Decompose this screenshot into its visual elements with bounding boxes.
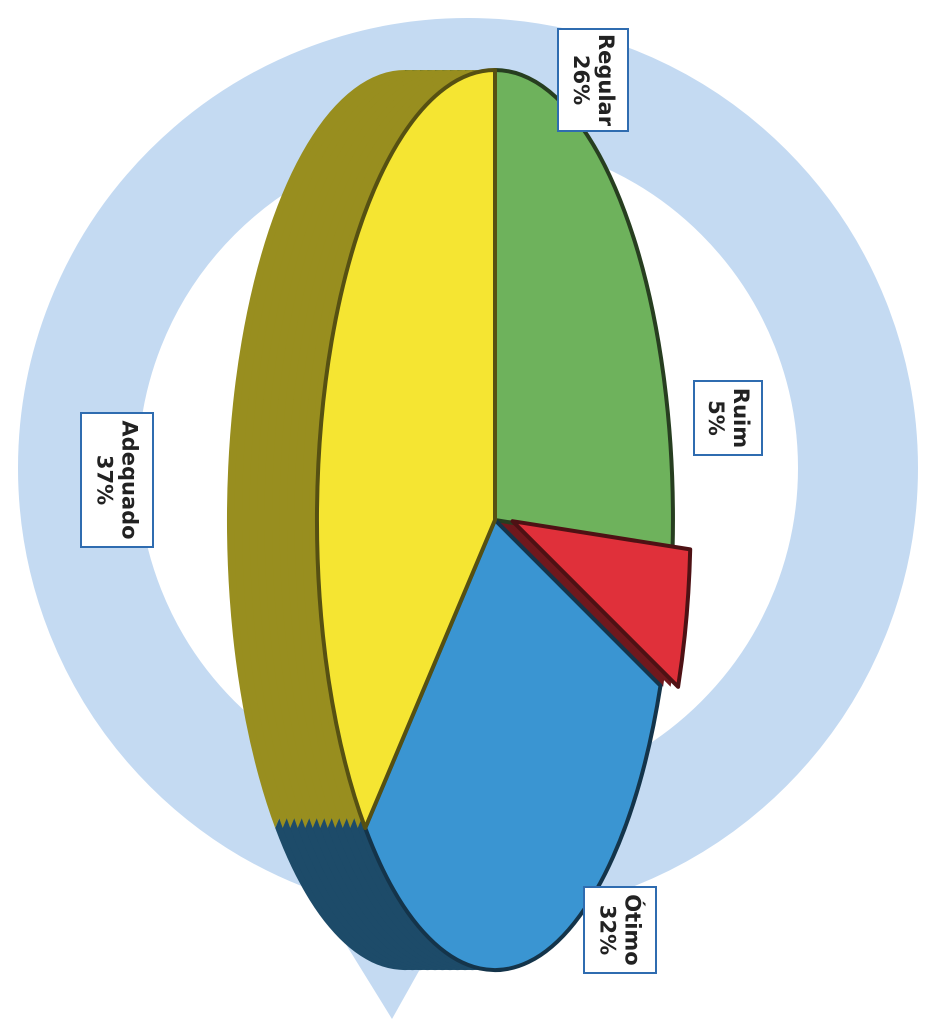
label-ruim: Ruim 5% <box>693 380 763 456</box>
label-otimo-name: Ótimo <box>621 894 645 966</box>
label-ruim-name: Ruim <box>728 387 753 449</box>
slice-regular <box>493 68 675 551</box>
slice-adequado <box>315 68 497 830</box>
label-regular-name: Regular <box>594 33 618 127</box>
label-otimo-value: 32% <box>596 904 620 956</box>
slice-ruim <box>510 519 693 689</box>
pie-slices <box>315 68 693 973</box>
label-adequado: Adequado 37% <box>80 412 154 548</box>
label-adequado-value: 37% <box>93 454 118 506</box>
label-otimo: Ótimo 32% <box>583 886 657 974</box>
slice-ótimo <box>363 518 663 973</box>
label-ruim-value: 5% <box>703 400 728 436</box>
label-regular-value: 26% <box>569 54 593 106</box>
label-regular: Regular 26% <box>557 28 629 132</box>
label-adequado-name: Adequado <box>118 420 143 540</box>
